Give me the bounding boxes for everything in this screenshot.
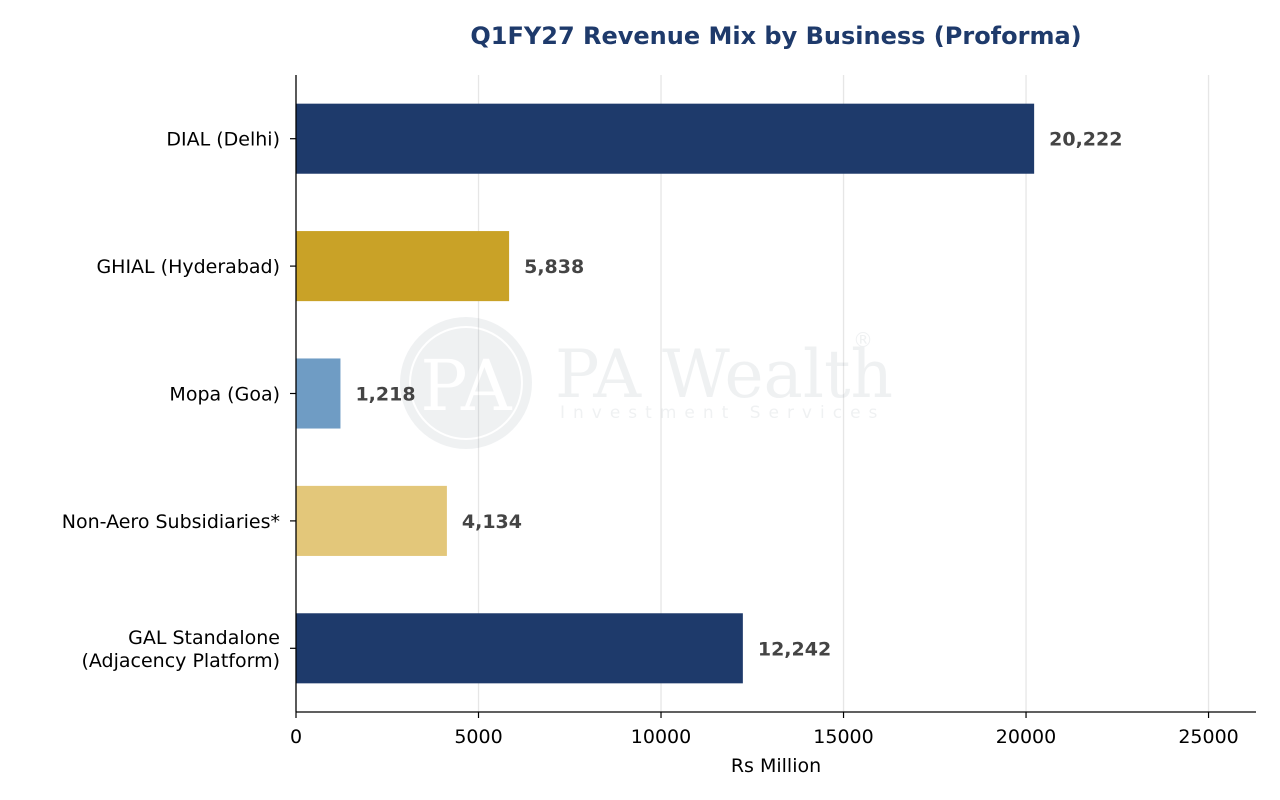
data-label-3: 4,134 [462, 511, 522, 533]
x-tick-label-10000: 10000 [631, 726, 691, 748]
watermark-tagline: Investment Services [560, 403, 885, 423]
category-label-2-0: Mopa (Goa) [169, 384, 280, 406]
bar-layer [296, 103, 1035, 684]
data-label-4: 12,242 [758, 638, 831, 660]
watermark-seal [400, 317, 532, 449]
label-layer: 20,222 DIAL (Delhi) 5,838 GHIAL (Hyderabad)… [62, 129, 1239, 748]
x-tick-label-25000: 25000 [1178, 726, 1238, 748]
data-label-0: 20,222 [1049, 129, 1122, 151]
category-label-4-1: (Adjacency Platform) [81, 650, 280, 672]
watermark-logo-text: PA [420, 345, 513, 427]
bar-0 [296, 103, 1035, 174]
watermark: PA PA Wealth ® Investment Services [400, 317, 893, 449]
category-label-4-0: GAL Standalone [128, 627, 280, 649]
bar-2 [296, 358, 341, 429]
watermark-seal-ring [409, 326, 523, 440]
bar-1 [296, 231, 510, 302]
x-tick-label-5000: 5000 [454, 726, 502, 748]
watermark-brand: PA Wealth [555, 336, 893, 413]
category-label-1-0: GHIAL (Hyderabad) [96, 256, 280, 278]
bar-3 [296, 485, 447, 556]
x-tick-label-15000: 15000 [813, 726, 873, 748]
category-label-3-0: Non-Aero Subsidiaries* [62, 511, 280, 533]
grid-layer [477, 75, 1210, 712]
x-tick-label-20000: 20000 [996, 726, 1056, 748]
x-tick-label-0: 0 [290, 726, 302, 748]
x-axis-title: Rs Million [731, 755, 821, 777]
axis-layer [290, 75, 1256, 718]
chart-title: Q1FY27 Revenue Mix by Business (Proforma… [470, 22, 1081, 50]
data-label-1: 5,838 [524, 256, 584, 278]
bar-4 [296, 613, 743, 684]
data-label-2: 1,218 [355, 384, 415, 406]
category-label-0-0: DIAL (Delhi) [166, 129, 280, 151]
watermark-registered: ® [853, 328, 873, 352]
